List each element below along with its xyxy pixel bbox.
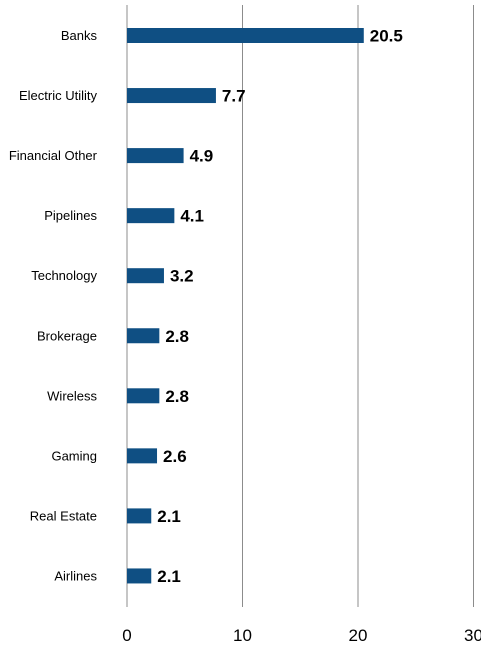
bar [127, 208, 175, 224]
category-labels: Banks Electric Utility Financial Other Pipe… [9, 28, 98, 583]
value-label: 7.7 [222, 87, 246, 106]
bar [127, 28, 364, 43]
value-label: 2.6 [163, 447, 187, 466]
bar [127, 88, 216, 104]
value-label: 20.5 [370, 27, 403, 46]
category-label: Gaming [51, 448, 97, 463]
x-tick-label: 0 [122, 626, 131, 645]
bar [127, 268, 164, 284]
value-labels: 20.5 7.7 4.9 4.1 3.2 2.8 2.8 2.6 2.1 2.1 [157, 27, 403, 586]
category-label: Wireless [47, 388, 97, 403]
bar [127, 448, 158, 464]
bar [127, 148, 184, 164]
bar [127, 388, 160, 404]
value-label: 2.1 [157, 567, 181, 586]
category-label: Brokerage [37, 328, 97, 343]
category-label: Financial Other [9, 148, 98, 163]
value-label: 3.2 [170, 267, 194, 286]
category-label: Pipelines [44, 208, 97, 223]
bar [127, 568, 152, 584]
value-label: 4.9 [190, 147, 214, 166]
category-label: Electric Utility [19, 88, 98, 103]
category-label: Airlines [54, 568, 97, 583]
gridlines [126, 5, 474, 607]
value-label: 4.1 [180, 207, 204, 226]
x-axis-tick-labels: 0 10 20 30 [122, 626, 481, 645]
x-tick-label: 10 [233, 626, 252, 645]
category-label: Technology [31, 268, 97, 283]
bar [127, 508, 152, 524]
value-label: 2.1 [157, 507, 181, 526]
x-tick-label: 20 [349, 626, 368, 645]
bar [127, 328, 160, 344]
category-label: Real Estate [30, 508, 97, 523]
value-label: 2.8 [165, 387, 189, 406]
bars [127, 28, 364, 584]
value-label: 2.8 [165, 327, 189, 346]
category-label: Banks [61, 28, 98, 43]
x-tick-label: 30 [464, 626, 481, 645]
